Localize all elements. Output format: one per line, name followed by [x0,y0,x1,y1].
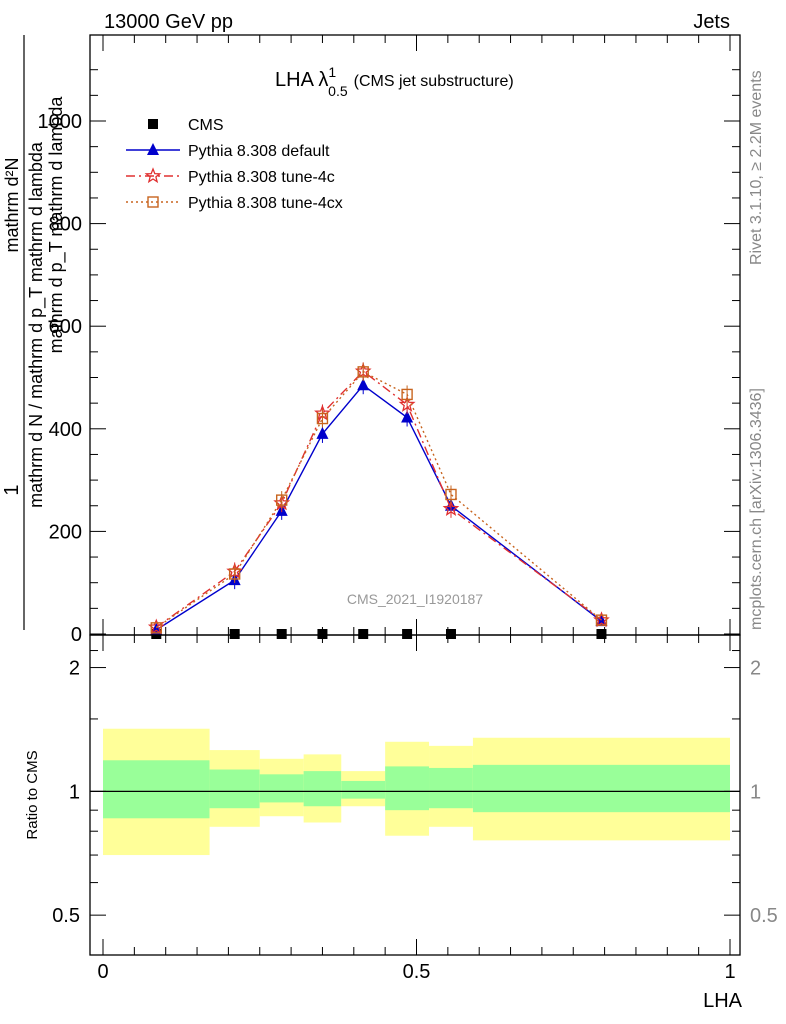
side-label-mcplots: mcplots.cern.ch [arXiv:1306.3436] [748,388,765,630]
inner-band [103,760,210,819]
x-tick-label: 1 [724,961,735,983]
data-point [596,629,607,639]
ratio-x-tick-labels: 0 0.5 1 [97,961,735,983]
ratio-y-axis-label: Ratio to CMS [24,750,41,839]
data-point [358,629,369,639]
x-axis-label: LHA [703,990,743,1012]
main-y-tick-label: 0 [71,624,82,646]
y-label-inner-denominator: mathrm d p_T mathrm d lambda [46,96,67,354]
data-point [357,378,370,391]
y-label-inner-numerator: mathrm d²N [2,157,22,252]
ratio-plot-frame [89,634,741,956]
ratio-y-tick-label: 2 [69,658,80,680]
data-point [357,366,369,378]
inner-band [209,769,260,809]
inner-band [472,764,730,813]
legend-label: Pythia 8.308 tune-4cx [188,195,343,212]
ratio-y-tick-labels: 0.5 0.5 1 1 2 2 [52,658,778,928]
plot-title-sub: 0.5 [328,83,348,99]
legend-label: Pythia 8.308 tune-4c [188,169,335,186]
plot-title-text: LHA λ [275,69,328,91]
y-label-numerator: 1 [1,484,23,495]
legend-entry: Pythia 8.308 tune-4cx [126,195,343,212]
ratio-uncertainty-bands [103,728,730,856]
series-3 [150,362,608,634]
ratio-y-tick-label-right: 1 [750,781,761,803]
data-point [150,622,162,634]
main-y-tick-label: 1000 [38,111,83,133]
data-point [401,410,414,423]
main-axis-ticks [90,35,740,635]
data-point [275,494,288,506]
x-tick-label: 0.5 [403,961,431,983]
ratio-axis-ticks [90,635,740,955]
legend-entry: Pythia 8.308 tune-4c [126,167,335,186]
legend-marker [147,143,159,155]
main-plot-series [147,362,610,639]
header-left-label: 13000 GeV pp [104,11,233,33]
legend-label: CMS [188,117,224,134]
data-point [398,395,416,412]
data-point [445,629,456,639]
y-label-denominator: mathrm d N / mathrm d p_T mathrm d lambd… [26,141,47,508]
data-point [402,629,413,639]
data-point [316,412,329,425]
legend-entry: Pythia 8.308 default [126,143,330,160]
data-point [401,388,413,401]
main-y-axis-label: 1 mathrm d N / mathrm d p_T mathrm d lam… [1,35,67,630]
legend-marker [144,167,162,184]
ratio-y-tick-label-right: 0.5 [750,905,778,927]
legend-marker [148,119,158,129]
series-line [155,370,602,628]
inner-band [429,767,473,809]
ratio-y-tick-label-right: 2 [750,658,761,680]
data-point [445,488,457,501]
side-label-rivet: Rivet 3.1.10, ≥ 2.2M events [748,70,765,265]
inner-band [303,771,342,807]
data-point [276,629,287,639]
inner-band [341,780,386,799]
analysis-watermark: CMS_2021_I1920187 [347,591,483,607]
main-y-tick-label: 600 [49,316,82,338]
ratio-y-tick-label: 0.5 [52,905,80,927]
data-point [228,568,241,580]
plot-title-sup: 1 [328,64,336,80]
data-point [316,426,329,439]
data-point [229,629,240,639]
series-0 [151,629,607,639]
series-line [155,371,602,629]
legend-label: Pythia 8.308 default [188,143,330,160]
inner-band [259,774,304,803]
inner-band [385,766,430,811]
legend-marker [147,196,159,208]
main-y-tick-label: 800 [49,214,82,236]
data-point [595,614,608,626]
legend: CMS Pythia 8.308 default Pythia 8.308 tune… [126,117,343,212]
series-line [155,384,602,631]
plot-subtitle: (CMS jet substructure) [354,73,514,90]
header-right-label: Jets [693,11,730,33]
main-y-tick-labels: 0 200 400 600 800 1000 [38,111,83,646]
legend-entry: CMS [148,117,224,134]
x-tick-label: 0 [97,961,108,983]
main-y-tick-label: 400 [49,419,82,441]
ratio-y-tick-label: 1 [69,781,80,803]
data-point [442,499,460,516]
plot-title: LHA λ1 0.5 (CMS jet substructure) [275,64,514,99]
main-y-tick-label: 200 [49,521,82,543]
